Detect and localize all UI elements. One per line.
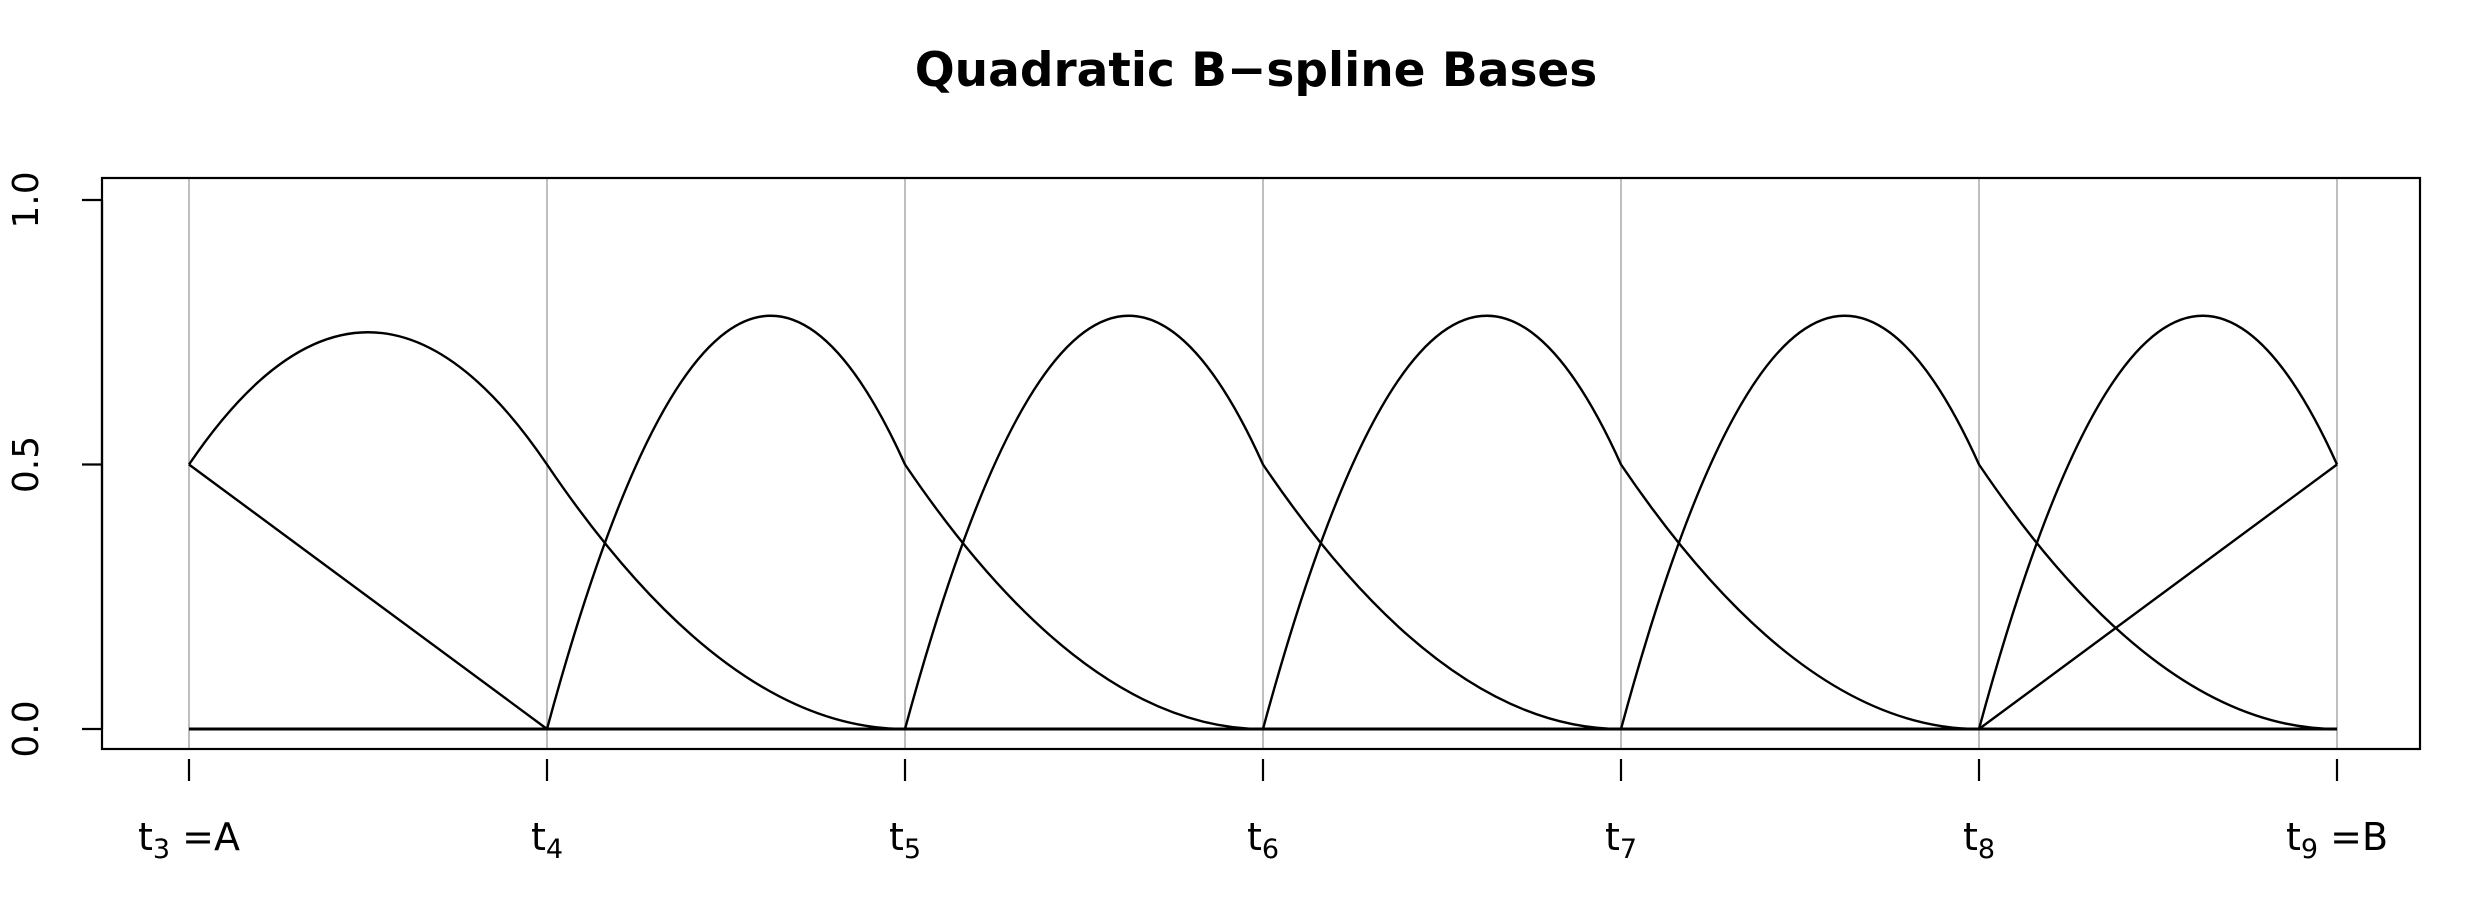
x-tick-label: t4	[531, 815, 563, 865]
basis-curve-8	[189, 463, 2338, 731]
basis-curve-5	[189, 314, 2337, 731]
y-tick-label: 0.0	[6, 700, 47, 757]
x-tick-label: t8	[1963, 815, 1995, 865]
basis-curve-6	[189, 314, 2338, 731]
basis-curve-7	[189, 314, 2339, 731]
basis-curve-2	[188, 331, 2337, 731]
x-tick-label: t3 =A	[138, 815, 240, 865]
y-tick-label: 0.5	[6, 436, 47, 493]
x-tick-label: t5	[889, 815, 921, 865]
y-axis: 0.0 0.5 1.0	[6, 171, 104, 758]
x-tick-label: t9 =B	[2286, 815, 2388, 865]
y-tick-label: 1.0	[6, 171, 47, 228]
x-axis: t3 =A t4 t5 t6 t7 t8 t9 =B	[138, 759, 2388, 865]
x-tick-label: t6	[1247, 815, 1279, 865]
x-tick-label: t7	[1605, 815, 1637, 865]
basis-curve-4	[189, 314, 2337, 731]
basis-curve-3	[189, 314, 2337, 731]
chart-title: Quadratic B−spline Bases	[915, 43, 1598, 98]
plot-lines	[188, 314, 2339, 731]
